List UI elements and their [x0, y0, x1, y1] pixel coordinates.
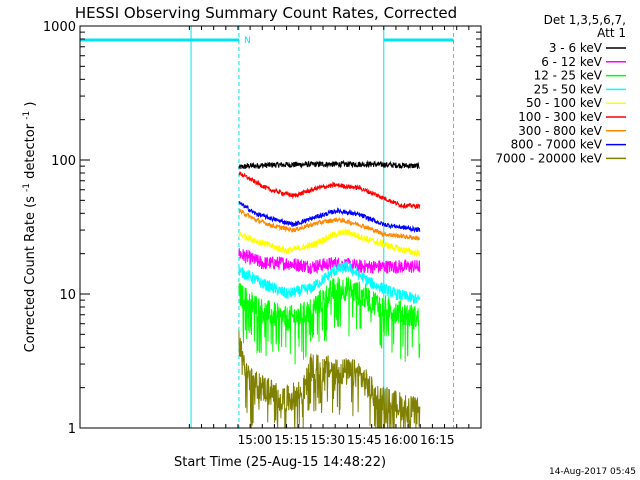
legend-entry-label: 800 - 7000 keV	[511, 138, 603, 152]
series-line-4	[238, 227, 421, 257]
series-line-1	[238, 248, 421, 275]
legend-header-2: Att 1	[597, 26, 626, 40]
y-axis-label-mid: detector	[23, 123, 38, 179]
series-line-6	[238, 208, 420, 241]
x-tick-label: 15:30	[311, 433, 346, 447]
chart-title: HESSI Observing Summary Count Rates, Cor…	[75, 4, 457, 22]
plot-frame	[79, 25, 482, 429]
y-tick-label: 100	[51, 154, 76, 169]
night-marker-label: N	[244, 36, 251, 46]
legend-entry-label: 6 - 12 keV	[541, 55, 603, 69]
legend-entry-label: 3 - 6 keV	[549, 41, 603, 55]
y-tick-label: 1	[68, 422, 76, 437]
y-axis-label-sup-1: -1	[22, 183, 32, 192]
x-tick-label: 15:00	[238, 433, 273, 447]
y-axis-label-end: )	[23, 102, 38, 107]
y-axis: 1 10 100 1000	[43, 20, 481, 437]
series-line-7	[238, 201, 421, 233]
legend-entry-label: 12 - 25 keV	[534, 69, 603, 83]
legend-entry-label: 100 - 300 keV	[518, 110, 602, 124]
plot-area: N	[80, 26, 455, 429]
series-line-5	[238, 171, 421, 210]
y-axis-label-main: Corrected Count Rate (s	[23, 196, 38, 353]
series-line-8	[238, 330, 421, 429]
series-line-0	[238, 159, 421, 170]
x-tick-label: 15:45	[347, 433, 382, 447]
y-axis-label: Corrected Count Rate (s -1 detector -1 )	[18, 102, 38, 353]
y-axis-label-sup-2: -1	[22, 111, 32, 120]
series-line-2	[238, 276, 421, 365]
legend-entry-label: 25 - 50 keV	[534, 82, 603, 96]
legend-entry-label: 300 - 800 keV	[518, 124, 602, 138]
legend-header-1: Det 1,3,5,6,7,	[544, 13, 626, 27]
timestamp: 14-Aug-2017 05:45	[549, 467, 636, 477]
x-tick-label: 16:00	[384, 433, 419, 447]
x-tick-label: 16:15	[420, 433, 455, 447]
legend-entry-label: 7000 - 20000 keV	[495, 151, 602, 165]
y-tick-label: 1000	[43, 20, 76, 35]
legend-entry-label: 50 - 100 keV	[526, 96, 603, 110]
x-axis: 15:00 15:15 15:30 15:45 16:00 16:15	[188, 26, 470, 447]
series-line-3	[238, 260, 421, 304]
x-tick-label: 15:15	[274, 433, 309, 447]
y-tick-label: 10	[59, 288, 76, 303]
x-axis-label: Start Time (25-Aug-15 14:48:22)	[174, 455, 386, 470]
